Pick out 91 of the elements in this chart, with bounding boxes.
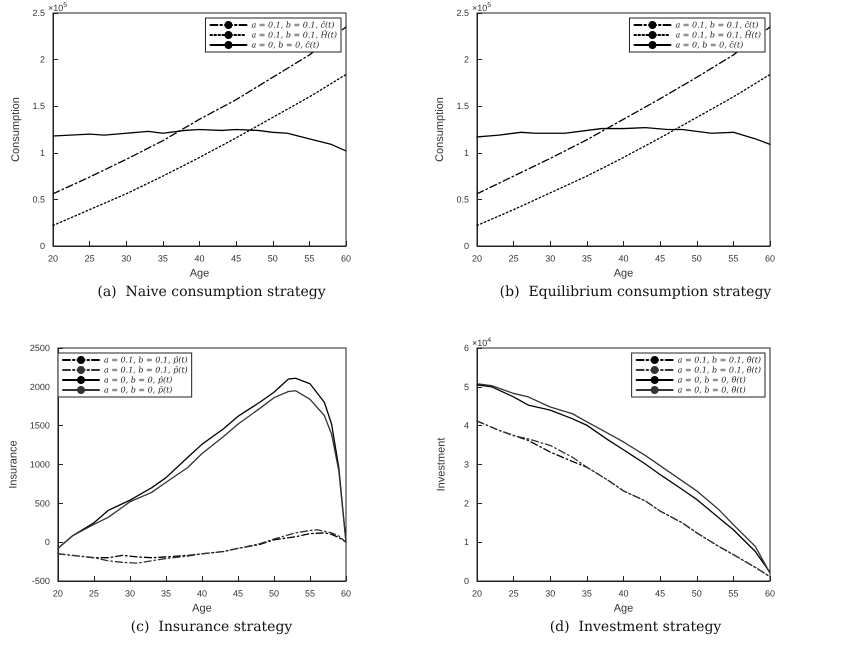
x-axis-title: Age <box>192 602 212 614</box>
x-tick-label: 50 <box>268 588 279 598</box>
y-tick-label: 0.5 <box>456 194 469 204</box>
y-tick-label: 4 <box>464 420 469 431</box>
y-tick-label: 3 <box>464 460 469 470</box>
x-tick-label: 50 <box>268 254 278 264</box>
legend-label: a = 0, b = 0, c̄(t) <box>675 40 744 50</box>
y-tick-label: 1 <box>464 537 469 548</box>
x-tick-label: 50 <box>692 254 702 264</box>
x-tick-label: 55 <box>728 254 738 264</box>
x-tick-label: 20 <box>472 254 482 264</box>
y-tick-label: 1 <box>464 148 469 158</box>
x-tick-label: 30 <box>545 254 556 264</box>
x-tick-label: 30 <box>124 588 135 598</box>
legend-label: a = 0.1, b = 0.1, p̂(t) <box>104 356 188 364</box>
text: (b) Equilibrium consumption strategy <box>500 284 772 300</box>
y-tick-label: 1500 <box>30 420 50 431</box>
text: (a) Naive consumption strategy <box>97 284 326 300</box>
legend-label: a = 0, b = 0, p̂(t) <box>104 376 172 384</box>
x-tick-label: 40 <box>618 588 629 598</box>
y-tick-label: 500 <box>34 498 50 508</box>
x-tick-label: 30 <box>545 588 556 598</box>
x-tick-label: 30 <box>121 254 132 264</box>
x-tick-label: 25 <box>88 588 99 598</box>
y-tick-label: 2.5 <box>456 8 469 18</box>
y-axis-title: Consumption <box>10 97 22 162</box>
text: (d) Investment strategy <box>550 619 722 635</box>
x-tick-label: 45 <box>655 254 666 264</box>
line-series <box>52 74 347 226</box>
x-tick-label: 50 <box>692 588 702 598</box>
text: (c) Insurance strategy <box>130 619 292 635</box>
x-axis-title: Age <box>614 602 634 614</box>
legend-label: a = 0.1, b = 0.1, θ̄(t) <box>678 366 761 374</box>
x-tick-label: 20 <box>472 588 482 598</box>
y-axis-title: Consumption <box>434 97 446 162</box>
legend-label: a = 0, b = 0, ĉ(t) <box>251 40 320 50</box>
legend-label: a = 0.1, b = 0.1, Ĥ(t) <box>251 30 338 40</box>
y-tick-label: 2 <box>40 54 45 65</box>
x-tick-label: 25 <box>508 588 519 598</box>
x-tick-label: 35 <box>160 588 171 598</box>
y-tick-label: 0 <box>40 241 45 251</box>
legend-label: a = 0.1, b = 0.1, p̄(t) <box>104 366 188 374</box>
y-tick-label: 1 <box>40 148 45 158</box>
y-axis-title: Investment <box>436 438 448 492</box>
y-tick-label: 2 <box>464 498 469 508</box>
x-tick-label: 60 <box>764 254 776 264</box>
legend-label: a = 0, b = 0, p̄(t) <box>104 386 172 394</box>
legend-label: a = 0, b = 0, θ̄(t) <box>678 386 746 394</box>
x-tick-label: 20 <box>48 254 58 264</box>
y-tick-label: 1.5 <box>456 101 469 112</box>
x-tick-label: 55 <box>304 254 314 264</box>
x-axis-title: Age <box>190 267 210 280</box>
x-tick-label: 45 <box>655 588 666 598</box>
legend-label: a = 0.1, b = 0.1, ĉ(t) <box>251 20 335 30</box>
x-tick-label: 20 <box>52 588 63 598</box>
legend-label: a = 0, b = 0, θ̂(t) <box>678 376 746 384</box>
x-tick-label: 35 <box>582 588 592 598</box>
y-tick-label: 1000 <box>30 460 50 470</box>
x-tick-label: 35 <box>582 254 592 264</box>
y-axis-title: Insurance <box>8 440 20 489</box>
y-tick-label: 2000 <box>30 382 50 392</box>
x-tick-label: 45 <box>231 254 242 264</box>
x-tick-label: 55 <box>304 588 315 598</box>
x-axis-title: Age <box>614 267 634 280</box>
x-tick-label: 60 <box>764 588 776 598</box>
y-tick-label: 1.5 <box>32 101 45 112</box>
x-tick-label: 40 <box>194 254 205 264</box>
y-tick-label: 2.5 <box>32 8 45 18</box>
y-tick-label: 2500 <box>30 343 50 353</box>
y-tick-label: 0 <box>464 241 469 251</box>
x-tick-label: 25 <box>508 254 519 264</box>
y-tick-label: 6 <box>464 343 469 353</box>
line-series <box>476 74 771 226</box>
x-tick-label: 40 <box>196 588 207 598</box>
x-tick-label: 35 <box>158 254 168 264</box>
y-tick-label: 5 <box>464 382 469 392</box>
x-tick-label: 55 <box>728 588 738 598</box>
y-tick-label: 0 <box>44 537 50 548</box>
y-tick-label: 0 <box>464 576 469 586</box>
x-tick-label: 60 <box>340 254 352 264</box>
line-series <box>476 420 771 578</box>
x-tick-label: 60 <box>340 588 352 598</box>
x-tick-label: 45 <box>232 588 243 598</box>
legend-label: a = 0.1, b = 0.1, c̄(t) <box>675 20 759 30</box>
x-tick-label: 25 <box>84 254 95 264</box>
legend-label: a = 0.1, b = 0.1, H̄(t) <box>675 30 762 40</box>
y-tick-label: 2 <box>464 54 469 65</box>
y-tick-label: 0.5 <box>32 194 45 204</box>
legend-label: a = 0.1, b = 0.1, θ̂(t) <box>678 356 761 364</box>
x-tick-label: 40 <box>618 254 629 264</box>
y-tick-label: -500 <box>32 576 50 586</box>
